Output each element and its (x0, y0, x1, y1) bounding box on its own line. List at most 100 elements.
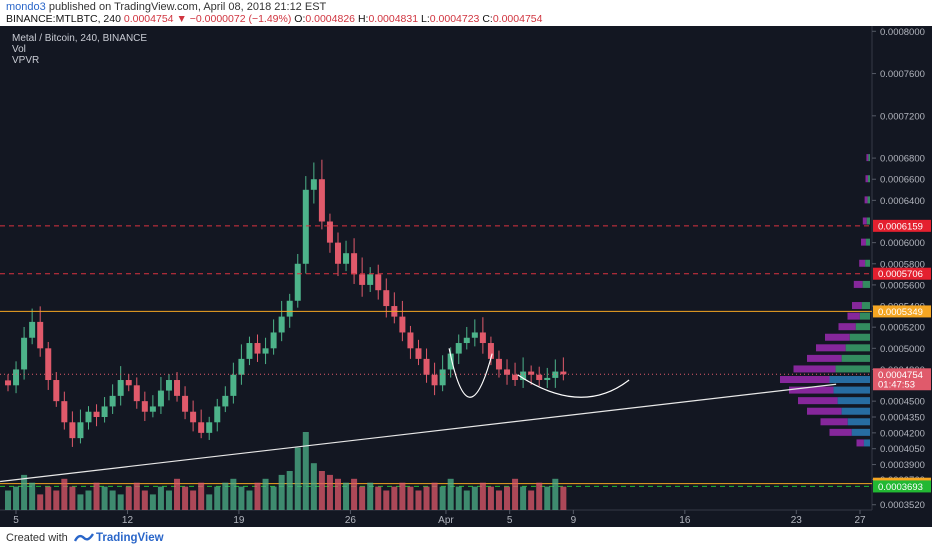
volume-bar (399, 482, 406, 510)
candle-body (487, 343, 494, 359)
vpvr-bar (837, 397, 870, 405)
candle-body (294, 263, 301, 301)
vpvr-bar (833, 386, 870, 394)
candle-body (37, 321, 44, 349)
price-label-box (873, 368, 931, 381)
candle-body (29, 321, 36, 338)
candle-body (141, 401, 148, 412)
candle-body (552, 371, 559, 378)
price-label-text: 0.0004754 (878, 370, 923, 381)
candle-body (471, 332, 478, 338)
low-label: L: (421, 13, 430, 25)
candle-body (69, 422, 76, 439)
candle-body (45, 348, 52, 381)
vpvr-bar (838, 323, 856, 331)
candle-body (326, 221, 333, 243)
candle-body (5, 380, 11, 386)
volume-bar (69, 486, 76, 510)
y-tick-label: 0.0004200 (880, 428, 925, 439)
publish-header: mondo3 published on TradingView.com, Apr… (0, 0, 932, 26)
ohlc-line: BINANCE:MTLBTC, 240 0.0004754 ▼ −0.00000… (6, 13, 542, 25)
volume-bar (536, 482, 543, 510)
candle-body (520, 371, 527, 381)
candle-body (222, 395, 229, 407)
tradingview-brand[interactable]: TradingView (96, 532, 164, 544)
candle-body (560, 371, 567, 375)
vpvr-bar (847, 312, 860, 320)
vpvr-bar (825, 333, 850, 341)
price-label-box (873, 219, 931, 232)
candle-body (407, 332, 414, 349)
candle-body (431, 374, 438, 386)
x-tick-label: 23 (791, 515, 803, 526)
volume-bar (254, 482, 261, 510)
y-tick-label: 0.0003520 (880, 500, 925, 511)
publish-text: published on TradingView.com, April 08, … (48, 1, 327, 13)
volume-bar (5, 490, 11, 510)
volume-bar (487, 486, 494, 510)
volume-bar (230, 478, 237, 510)
legend-vol: Vol (12, 44, 26, 55)
vpvr-bar (853, 280, 863, 288)
chart-area[interactable]: 0.0008000 0.0007600 0.0007200 0.0006800 0.00… (0, 26, 932, 527)
cup-right-curve (517, 374, 630, 398)
vpvr-bar (862, 217, 867, 225)
vpvr-bar (852, 302, 862, 310)
volume-bar (198, 482, 205, 510)
cup-left-curve (448, 348, 493, 398)
vpvr-bar (865, 238, 870, 246)
volume-bar (29, 482, 36, 510)
candle-body (544, 377, 551, 381)
trend-line (0, 383, 837, 483)
vpvr-bar (816, 344, 846, 352)
volume-bar (383, 490, 390, 510)
candle-body (165, 380, 172, 391)
price-chart[interactable]: 0.0008000 0.0007600 0.0007200 0.0006800 0.00… (0, 26, 932, 527)
vpvr-bar (845, 344, 870, 352)
volume-bar (375, 486, 382, 510)
vpvr-bar (865, 259, 870, 267)
tradingview-logo-icon[interactable] (74, 531, 94, 545)
candle-body (133, 385, 140, 402)
candle-body (190, 411, 197, 423)
volume-bar (560, 486, 567, 510)
author-link[interactable]: mondo3 (6, 1, 46, 13)
volume-bar (302, 432, 309, 510)
volume-bar (174, 478, 181, 510)
vpvr-bar (867, 196, 870, 204)
y-tick-label: 0.0006400 (880, 196, 925, 207)
vpvr-bar (866, 154, 869, 162)
candle-body (343, 253, 350, 264)
candle-body (318, 179, 325, 222)
volume-bar (246, 490, 253, 510)
candle-body (214, 406, 221, 423)
price-label-text: 0.0006159 (878, 221, 923, 232)
volume-bar (133, 482, 140, 510)
volume-bar (262, 478, 269, 510)
vpvr-bar (847, 418, 870, 426)
candle-body (512, 374, 519, 381)
vpvr-bar (807, 354, 842, 362)
last-price: 0.0004754 (123, 13, 174, 25)
vpvr-bar (835, 365, 870, 373)
volume-bar (343, 482, 350, 510)
low-value: 0.0004723 (429, 13, 480, 25)
y-tick-label: 0.0004500 (880, 397, 925, 408)
candle-body (447, 353, 454, 370)
volume-bar (21, 474, 28, 510)
y-tick-label: 0.0005000 (880, 344, 925, 355)
volume-bar (125, 486, 132, 510)
volume-bar (149, 494, 156, 510)
legend-title: Metal / Bitcoin, 240, BINANCE (12, 33, 148, 44)
vpvr-bar (861, 302, 870, 310)
legend-vpvr: VPVR (12, 55, 40, 66)
vpvr-bar (841, 354, 870, 362)
volume-bar (270, 486, 277, 510)
volume-bar (45, 486, 52, 510)
volume-bar (407, 486, 414, 510)
candle-body (375, 274, 382, 291)
volume-bar (423, 486, 430, 510)
high-value: 0.0004831 (368, 13, 419, 25)
price-label-box (873, 378, 931, 391)
candle-body (334, 242, 341, 264)
